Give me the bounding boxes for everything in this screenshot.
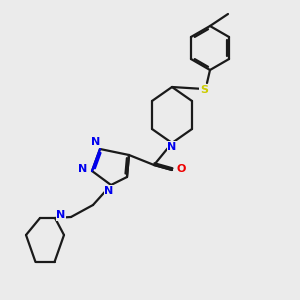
Text: N: N xyxy=(56,210,66,220)
Text: S: S xyxy=(200,85,208,95)
Text: N: N xyxy=(78,164,88,174)
Text: O: O xyxy=(176,164,186,174)
Text: N: N xyxy=(167,142,177,152)
Text: N: N xyxy=(92,137,100,147)
Text: N: N xyxy=(104,186,114,196)
